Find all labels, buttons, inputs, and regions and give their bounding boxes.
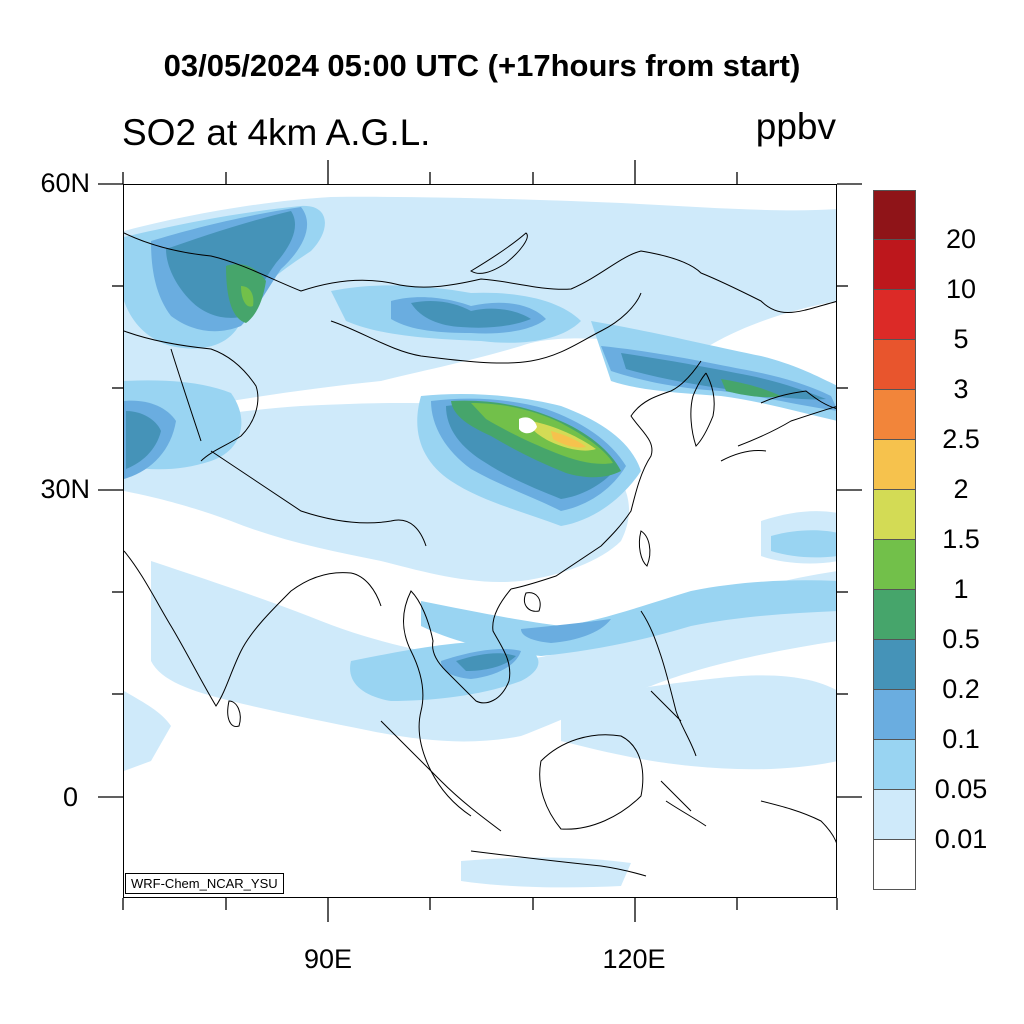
model-credit: WRF-Chem_NCAR_YSU	[125, 873, 284, 894]
colorbar-label: 0.5	[942, 624, 980, 654]
colorbar-swatch	[873, 440, 916, 490]
colorbar-label: 0.2	[942, 674, 980, 704]
colorbar-swatch	[873, 740, 916, 790]
so2-level-2	[551, 431, 586, 448]
lat-label-0: 0	[62, 782, 78, 812]
colorbar-swatch	[873, 790, 916, 840]
colorbar-swatch	[873, 640, 916, 690]
coastlines-and-borders	[124, 232, 836, 877]
colorbar-label: 3	[953, 374, 969, 404]
colorbar-label: 5	[953, 324, 969, 354]
so2-field-map	[124, 196, 836, 888]
data-gap	[519, 417, 537, 434]
colorbar-swatch	[873, 490, 916, 540]
units-label: ppbv	[755, 106, 836, 147]
colorbar-swatch	[873, 840, 916, 890]
colorbar-swatch	[873, 540, 916, 590]
colorbar-label: 0.01	[934, 824, 988, 854]
colorbar-label: 1.5	[942, 524, 980, 554]
colorbar-label: 2	[953, 474, 969, 504]
map-panel	[123, 184, 837, 898]
colorbar-swatch	[873, 690, 916, 740]
colorbar-swatch	[873, 390, 916, 440]
lon-label-120e: 120E	[602, 944, 666, 974]
colorbar-label: 1	[953, 574, 969, 604]
plot-title: 03/05/2024 05:00 UTC (+17hours from star…	[163, 48, 801, 83]
so2-level-0.2	[126, 211, 826, 671]
colorbar-swatch	[873, 240, 916, 290]
colorbar-label: 2.5	[942, 424, 980, 454]
colorbar-swatch	[873, 190, 916, 240]
lat-label-60n: 60N	[40, 168, 90, 198]
colorbar-swatch	[873, 290, 916, 340]
colorbar-swatch	[873, 590, 916, 640]
colorbar-label: 0.05	[934, 774, 988, 804]
lon-label-90e: 90E	[303, 944, 353, 974]
lat-label-30n: 30N	[40, 474, 90, 504]
colorbar-label: 0.1	[942, 724, 980, 754]
colorbar-label: 20	[945, 224, 977, 254]
colorbar	[873, 190, 916, 890]
colorbar-label: 10	[945, 274, 977, 304]
variable-label: SO2 at 4km A.G.L.	[122, 112, 431, 153]
colorbar-swatch	[873, 340, 916, 390]
